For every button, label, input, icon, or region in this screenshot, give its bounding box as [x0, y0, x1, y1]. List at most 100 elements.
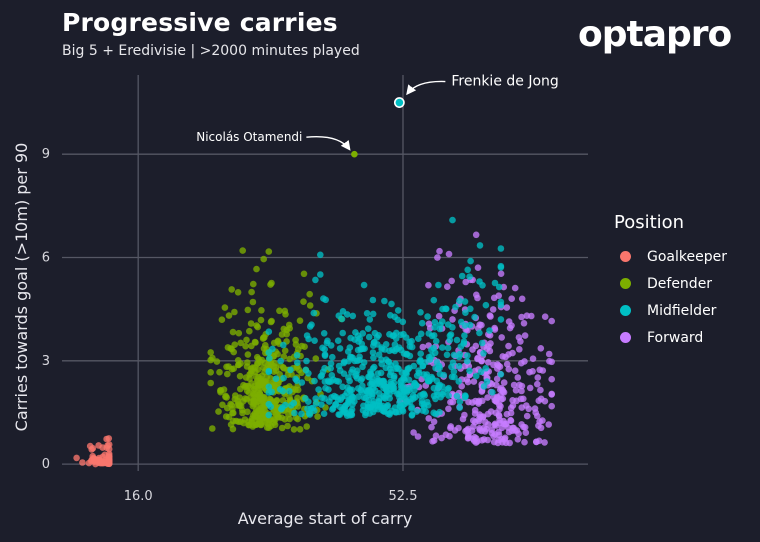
point-forward [534, 412, 541, 420]
point-forward [548, 375, 555, 383]
point-midfielder [458, 272, 466, 280]
legend-swatch [620, 332, 631, 343]
point-forward [468, 427, 476, 435]
point-defender [243, 336, 250, 344]
point-forward [495, 292, 503, 300]
point-midfielder [497, 264, 505, 271]
point-midfielder [318, 401, 325, 408]
point-forward [548, 317, 555, 325]
point-midfielder [497, 316, 505, 323]
point-midfielder [476, 278, 483, 285]
point-midfielder [335, 312, 343, 320]
point-defender [292, 341, 300, 348]
point-defender [227, 345, 234, 352]
point-forward [447, 423, 455, 430]
point-defender [244, 306, 252, 314]
point-forward [465, 398, 472, 406]
point-midfielder [293, 377, 301, 385]
point-midfielder [348, 393, 356, 401]
point-forward [534, 374, 542, 381]
point-midfielder [445, 392, 452, 399]
point-midfielder [381, 297, 388, 305]
point-midfielder [346, 344, 354, 351]
chart-subtitle: Big 5 + Eredivisie | >2000 minutes playe… [62, 43, 360, 59]
point-defender [260, 255, 268, 263]
point-forward [514, 374, 522, 381]
point-defender [258, 372, 266, 380]
annotation-nicolas-otamendi: Nicolás Otamendi [196, 130, 302, 144]
point-midfielder [369, 349, 377, 356]
point-defender [281, 347, 289, 355]
point-forward [523, 312, 531, 320]
x-tick-label: 52.5 [389, 489, 418, 504]
point-forward [478, 427, 485, 435]
point-midfielder [431, 318, 439, 326]
point-midfielder [369, 310, 377, 318]
point-midfielder [382, 364, 390, 372]
point-forward [512, 387, 520, 394]
y-axis-title: Carries towards goal (>10m) per 90 [12, 143, 31, 432]
legend: Position Goalkeeper Defender Midfielder For… [614, 212, 727, 351]
point-midfielder [306, 323, 314, 330]
point-midfielder [383, 383, 391, 391]
point-forward [495, 362, 502, 369]
point-defender [234, 357, 242, 364]
point-forward [419, 343, 427, 351]
point-defender [224, 370, 231, 378]
point-defender [296, 426, 304, 433]
point-midfielder [279, 387, 287, 395]
point-midfielder [399, 408, 407, 415]
point-midfielder [349, 366, 356, 373]
point-forward [520, 423, 527, 431]
point-midfielder [472, 372, 480, 380]
point-defender [267, 281, 274, 288]
point-defender [232, 417, 240, 425]
point-defender [242, 374, 250, 381]
point-defender [256, 389, 264, 397]
point-midfielder [265, 411, 273, 419]
point-midfielder [420, 401, 428, 408]
point-midfielder [329, 353, 336, 361]
point-defender [252, 373, 260, 380]
point-midfielder [355, 393, 362, 401]
point-forward [523, 412, 531, 420]
point-defender [249, 364, 256, 371]
legend-item-defender: Defender [614, 270, 727, 297]
point-midfielder [471, 313, 478, 321]
point-forward [491, 326, 499, 333]
point-midfielder [357, 346, 365, 353]
point-midfielder [430, 332, 438, 339]
point-forward [499, 439, 506, 446]
point-midfielder [461, 298, 469, 305]
point-forward [518, 387, 525, 395]
annotation-arrow [406, 80, 446, 96]
point-forward [505, 365, 513, 373]
point-defender [265, 248, 273, 255]
point-midfielder [417, 309, 424, 316]
point-midfielder [401, 395, 409, 402]
point-midfielder [430, 384, 438, 392]
point-midfielder [277, 357, 285, 365]
point-forward [446, 432, 453, 440]
point-forward [520, 320, 528, 327]
point-midfielder [269, 345, 276, 353]
point-forward [526, 384, 534, 392]
point-goalkeeper [79, 459, 86, 466]
point-midfielder [294, 359, 301, 367]
point-defender [286, 415, 293, 423]
point-midfielder [265, 328, 273, 336]
point-defender [234, 289, 242, 296]
point-forward [436, 247, 443, 255]
point-defender [284, 422, 291, 430]
point-defender [221, 304, 229, 311]
point-defender [232, 392, 239, 399]
point-goalkeeper [103, 435, 110, 443]
point-forward [474, 354, 482, 362]
point-defender [248, 288, 255, 296]
point-midfielder [408, 337, 415, 345]
point-midfielder [333, 377, 340, 385]
point-defender [209, 354, 216, 362]
point-defender [239, 247, 246, 254]
point-midfielder [266, 355, 273, 362]
point-midfielder [312, 395, 320, 402]
